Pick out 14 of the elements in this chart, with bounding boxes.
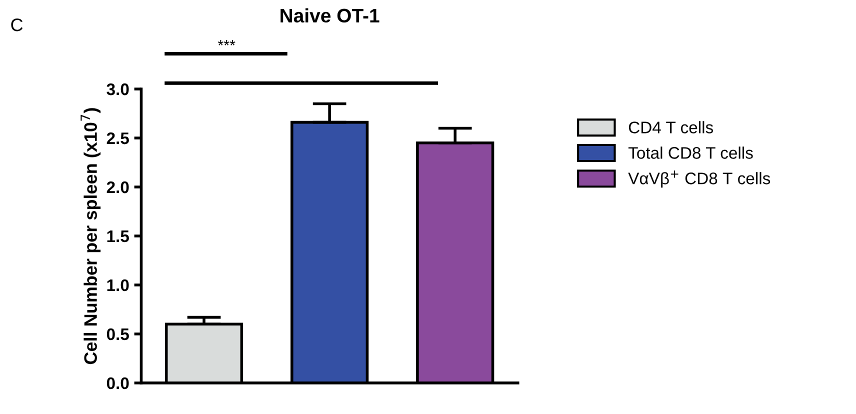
y-tick-label: 1.5 [107,230,129,242]
text: *** [218,40,236,46]
y-tick-label: 2.5 [106,132,129,144]
legend-label: Total CD8 T cells [628,146,753,159]
y-tick-label: 2.0 [106,181,129,194]
chart-title: Naive OT-1 [280,8,380,23]
y-tick-label: 1.0 [107,279,129,292]
legend-label: VαVβ$^{+}$ CD8 T cells [628,170,770,188]
y-tick-label: 0.5 [106,328,129,340]
y-tick-label: 0.0 [106,377,129,390]
y-axis-title: Cell Number per spleen (x10$^{7}$) [80,108,101,364]
legend-label: CD4 T cells [628,121,714,134]
y-tick-label: 3.0 [106,83,129,96]
text: C [11,18,23,32]
